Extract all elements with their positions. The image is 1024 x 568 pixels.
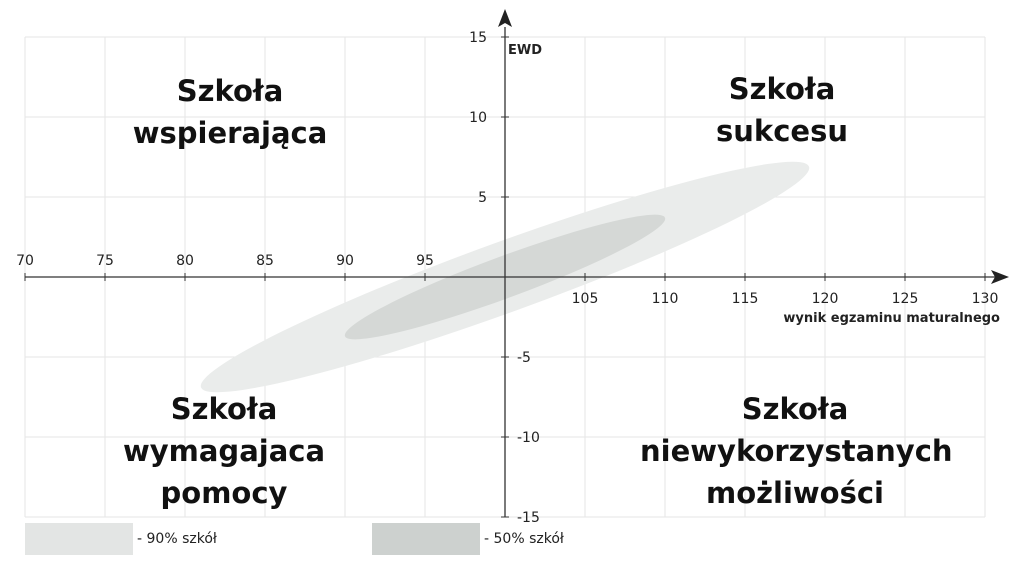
quadrant-label-line: Szkoła	[728, 72, 836, 106]
x-tick-label: 120	[812, 291, 839, 307]
quadrant-label-line: wspierająca	[132, 116, 328, 150]
legend-swatch	[25, 523, 133, 555]
quadrant-label-line: pomocy	[160, 476, 288, 510]
x-tick-label: 90	[336, 253, 354, 269]
x-tick-label: 80	[176, 253, 194, 269]
quadrant-label-line: możliwości	[705, 476, 884, 510]
legend-label: - 90% szkół	[137, 531, 217, 547]
quadrant-top-left: Szkoła wspierająca	[110, 70, 350, 154]
y-axis-arrow-icon	[498, 9, 512, 27]
x-tick-label: 110	[652, 291, 679, 307]
legend-item-90: - 90% szkół	[25, 523, 217, 555]
x-tick-label: 125	[892, 291, 919, 307]
x-tick-label: 75	[96, 253, 114, 269]
x-tick-label: 115	[732, 291, 759, 307]
axes	[24, 9, 1009, 518]
quadrant-bottom-right: Szkoła niewykorzystanych możliwości	[640, 388, 953, 514]
quadrant-label-line: niewykorzystanych	[640, 434, 953, 468]
y-tick-label: -15	[517, 510, 540, 526]
y-tick-label: 10	[469, 110, 487, 126]
quadrant-label-line: sukcesu	[716, 114, 848, 148]
y-tick-label: 15	[469, 30, 487, 46]
x-tick-label: 95	[416, 253, 434, 269]
legend-item-50: - 50% szkół	[372, 523, 564, 555]
quadrant-label-line: wymagajaca	[122, 434, 326, 468]
x-tick-label: 85	[256, 253, 274, 269]
x-tick-label: 130	[972, 291, 999, 307]
x-axis-arrow-icon	[991, 270, 1009, 284]
quadrant-label-line: Szkoła	[170, 392, 278, 426]
quadrant-label-line: Szkoła	[741, 392, 849, 426]
y-tick-label: -10	[517, 430, 540, 446]
y-tick-label: -5	[517, 350, 531, 366]
quadrant-bottom-left: Szkoła wymagajaca pomocy	[94, 388, 354, 514]
quadrant-top-right: Szkoła sukcesu	[662, 68, 902, 152]
quadrant-label-line: Szkoła	[176, 74, 284, 108]
x-tick-label: 70	[16, 253, 34, 269]
y-tick-label: 5	[478, 190, 487, 206]
x-axis-label: wynik egzaminu maturalnego	[783, 311, 1000, 326]
x-tick-label: 105	[572, 291, 599, 307]
legend-label: - 50% szkół	[484, 531, 564, 547]
legend-swatch	[372, 523, 480, 555]
y-axis-label: EWD	[508, 43, 542, 58]
